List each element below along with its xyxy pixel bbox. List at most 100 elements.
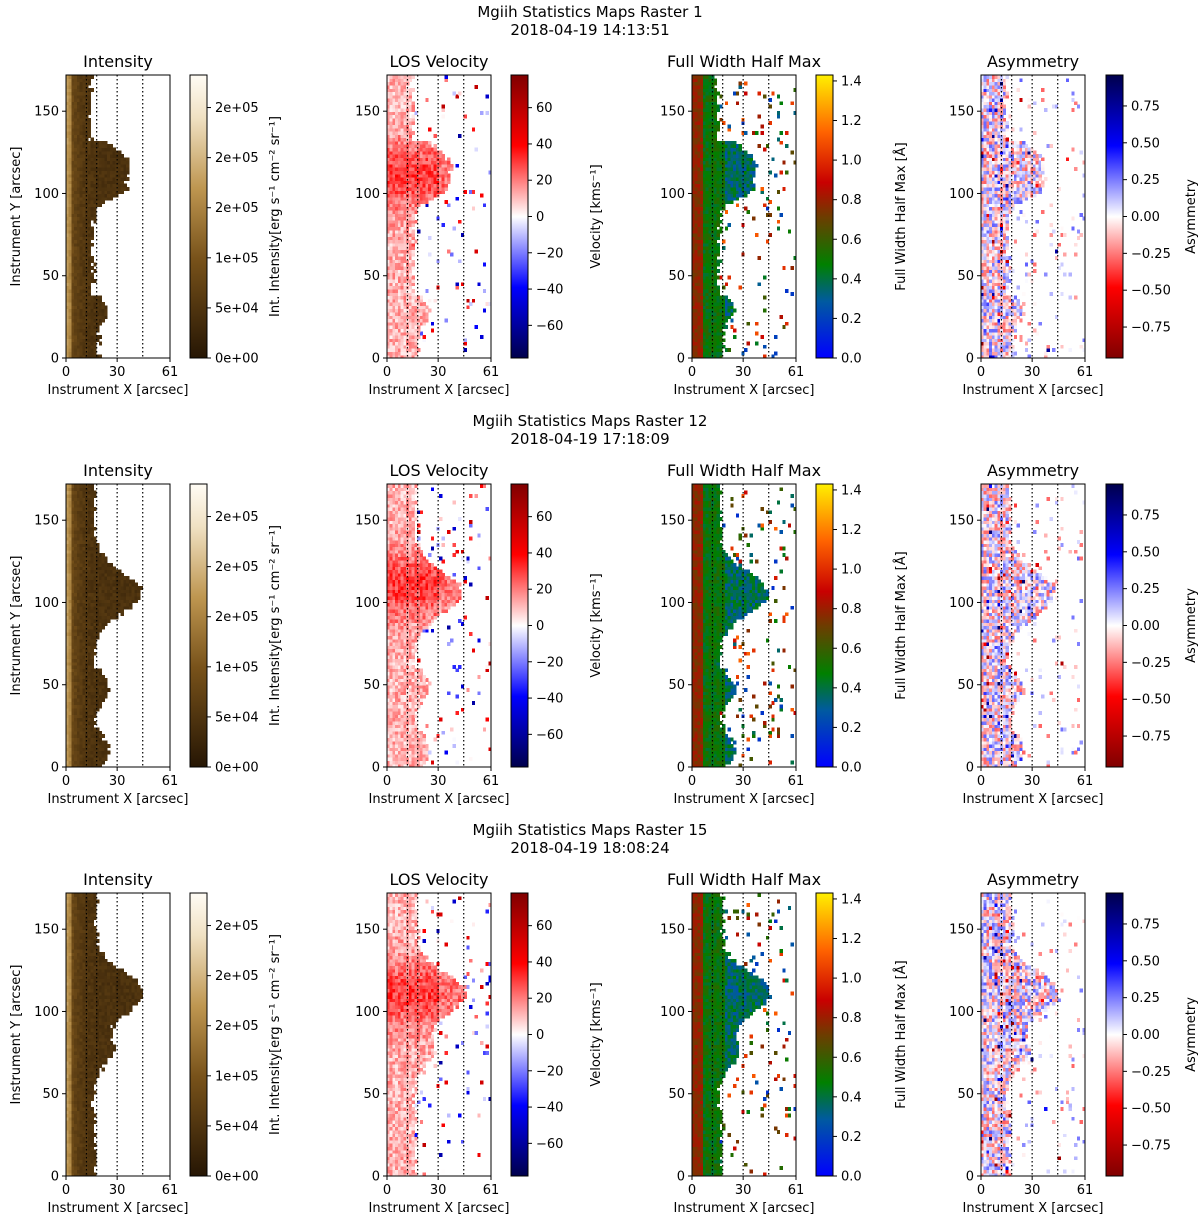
heatmap-cell: [112, 180, 116, 185]
heatmap-cell: [387, 209, 391, 214]
heatmap-cell: [93, 177, 97, 181]
heatmap-cell: [392, 295, 396, 300]
heatmap-cell: [90, 193, 94, 198]
heatmap-cell: [406, 183, 410, 188]
heatmap-cell: [66, 163, 70, 168]
heatmap-cell: [408, 272, 413, 277]
heatmap-cell: [428, 252, 432, 257]
heatmap-cell: [392, 292, 396, 297]
heatmap-cell: [397, 236, 402, 241]
heatmap-cell: [68, 275, 73, 280]
heatmap-cell: [82, 298, 86, 303]
heatmap-cell: [403, 183, 407, 188]
heatmap-cell: [417, 186, 421, 191]
heatmap-cell: [392, 167, 396, 172]
heatmap-cell: [397, 246, 402, 251]
heatmap-cell: [85, 288, 89, 293]
heatmap-cell: [76, 81, 81, 86]
heatmap-cell: [85, 252, 89, 257]
heatmap-cell: [74, 206, 78, 211]
heatmap-cell: [403, 288, 407, 293]
heatmap-cell: [66, 144, 70, 148]
heatmap-cell: [387, 213, 391, 218]
heatmap-cell: [389, 282, 394, 287]
heatmap-cell: [428, 193, 432, 198]
heatmap-cell: [71, 144, 75, 148]
heatmap-cell: [414, 193, 418, 198]
heatmap-cell: [422, 200, 426, 204]
heatmap-cell: [408, 183, 413, 188]
heatmap-cell: [400, 203, 405, 208]
heatmap-cell: [93, 140, 97, 145]
heatmap-cell: [82, 163, 86, 168]
heatmap-cell: [754, 130, 759, 135]
heatmap-cell: [1027, 321, 1031, 326]
heatmap-cell: [411, 203, 415, 208]
heatmap-cell: [74, 111, 78, 116]
heatmap-cell: [397, 295, 402, 300]
heatmap-cell: [107, 180, 111, 185]
heatmap-cell: [66, 206, 70, 211]
heatmap-cell: [101, 200, 105, 204]
heatmap-cell: [82, 229, 86, 234]
heatmap-cell: [79, 308, 84, 313]
heatmap-cell: [66, 354, 70, 359]
heatmap-cell: [74, 104, 78, 109]
heatmap-cell: [112, 193, 116, 198]
heatmap-cell: [1060, 344, 1064, 349]
heatmap-cell: [71, 84, 75, 89]
heatmap-cell: [66, 331, 70, 336]
heatmap-cell: [387, 150, 391, 155]
heatmap-cell: [76, 262, 81, 267]
heatmap-cell: [408, 196, 413, 201]
heatmap-cell: [82, 196, 86, 201]
heatmap-cell: [104, 308, 108, 313]
heatmap-cell: [428, 177, 432, 181]
heatmap-cell: [387, 272, 391, 277]
heatmap-cell: [82, 98, 86, 102]
heatmap-cell: [71, 325, 75, 329]
heatmap-cell: [85, 279, 89, 283]
heatmap-cell: [408, 193, 413, 198]
heatmap-cell: [71, 265, 75, 270]
heatmap-cell: [82, 318, 86, 323]
heatmap-cell: [96, 354, 100, 359]
heatmap-cell: [68, 285, 73, 290]
heatmap-cell: [109, 160, 114, 165]
heatmap-cell: [115, 177, 119, 181]
heatmap-cell: [403, 344, 407, 349]
heatmap-cell: [74, 354, 78, 359]
heatmap-cell: [82, 308, 86, 313]
heatmap-cell: [749, 153, 753, 158]
heatmap-cell: [482, 308, 487, 313]
heatmap-cell: [93, 308, 97, 313]
heatmap-cell: [414, 157, 418, 162]
heatmap-cell: [82, 246, 86, 251]
heatmap-cell: [107, 196, 111, 201]
heatmap-cell: [82, 186, 86, 191]
heatmap-cell: [90, 338, 94, 343]
heatmap-cell: [395, 219, 399, 224]
heatmap-cell: [98, 150, 103, 155]
heatmap-cell: [406, 206, 410, 211]
heatmap-cell: [441, 157, 446, 162]
heatmap-cell: [90, 147, 94, 152]
heatmap-cell: [387, 242, 391, 247]
heatmap-cell: [1033, 75, 1037, 79]
heatmap-cell: [68, 341, 73, 346]
heatmap-cell: [763, 344, 767, 349]
heatmap-cell: [395, 334, 399, 339]
heatmap-cell: [414, 295, 418, 300]
heatmap-cell: [403, 239, 407, 244]
heatmap-cell: [400, 206, 405, 211]
heatmap-cell: [408, 269, 413, 274]
heatmap-cell: [76, 259, 81, 264]
heatmap-cell: [74, 226, 78, 231]
heatmap-cell: [79, 196, 84, 201]
heatmap-cell: [76, 209, 81, 214]
heatmap-cell: [85, 88, 89, 93]
axes-frame: [65, 74, 171, 359]
colorbar-tick-label: −0.50: [1131, 284, 1171, 299]
heatmap-cell: [395, 288, 399, 293]
heatmap-cell: [98, 318, 103, 323]
